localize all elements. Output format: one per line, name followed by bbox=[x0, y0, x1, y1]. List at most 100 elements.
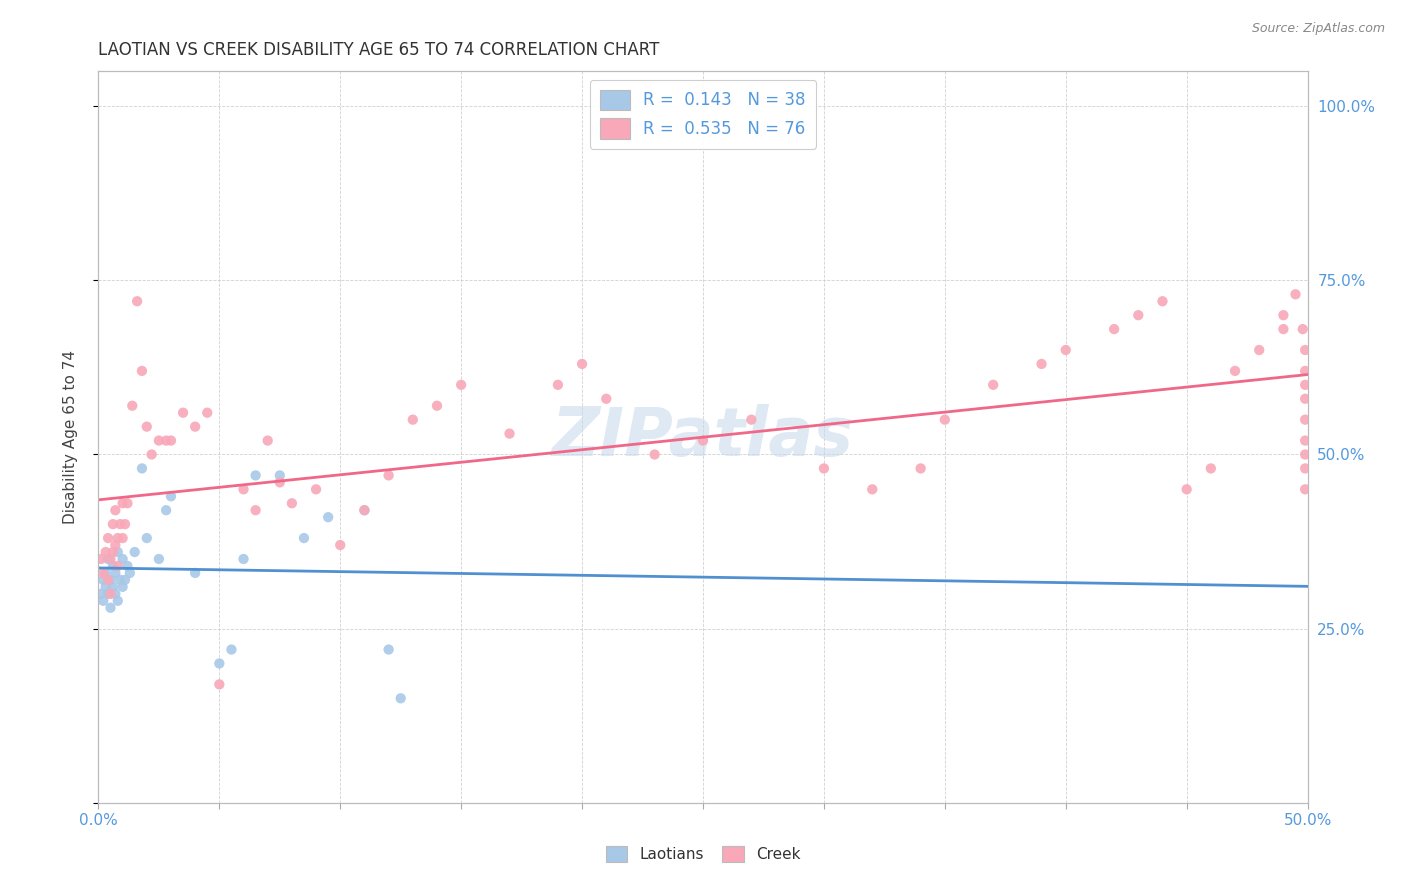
Point bbox=[245, 503, 267, 517]
Point bbox=[118, 566, 141, 580]
Point bbox=[97, 587, 120, 601]
Point bbox=[172, 406, 194, 420]
Text: LAOTIAN VS CREEK DISABILITY AGE 65 TO 74 CORRELATION CHART: LAOTIAN VS CREEK DISABILITY AGE 65 TO 74… bbox=[98, 41, 659, 59]
Point bbox=[101, 580, 124, 594]
Point bbox=[934, 412, 956, 426]
Legend: Laotians, Creek: Laotians, Creek bbox=[599, 839, 807, 868]
Point bbox=[97, 552, 120, 566]
Point bbox=[1128, 308, 1150, 322]
Point bbox=[160, 434, 183, 448]
Point bbox=[1199, 461, 1222, 475]
Point bbox=[1294, 434, 1316, 448]
Text: ZIPatlas: ZIPatlas bbox=[553, 404, 853, 470]
Point bbox=[107, 531, 129, 545]
Point bbox=[1294, 343, 1316, 357]
Point bbox=[1152, 294, 1174, 309]
Point bbox=[104, 538, 127, 552]
Point bbox=[1294, 392, 1316, 406]
Point bbox=[221, 642, 243, 657]
Point bbox=[571, 357, 593, 371]
Point bbox=[111, 496, 134, 510]
Y-axis label: Disability Age 65 to 74: Disability Age 65 to 74 bbox=[63, 350, 77, 524]
Point bbox=[1284, 287, 1306, 301]
Text: Source: ZipAtlas.com: Source: ZipAtlas.com bbox=[1251, 22, 1385, 36]
Point bbox=[1272, 322, 1295, 336]
Point bbox=[107, 545, 129, 559]
Point bbox=[117, 496, 139, 510]
Point bbox=[377, 642, 399, 657]
Point bbox=[101, 517, 124, 532]
Point bbox=[114, 517, 136, 532]
Point bbox=[184, 566, 207, 580]
Point bbox=[305, 483, 328, 497]
Point bbox=[1249, 343, 1271, 357]
Point bbox=[94, 566, 117, 580]
Point bbox=[740, 412, 762, 426]
Point bbox=[498, 426, 520, 441]
Point bbox=[148, 552, 170, 566]
Point bbox=[208, 657, 231, 671]
Point bbox=[107, 594, 129, 608]
Point bbox=[450, 377, 472, 392]
Point bbox=[155, 503, 177, 517]
Point bbox=[111, 552, 134, 566]
Point bbox=[860, 483, 883, 497]
Point bbox=[184, 419, 207, 434]
Point bbox=[1294, 412, 1316, 426]
Point bbox=[292, 531, 315, 545]
Point bbox=[101, 558, 124, 573]
Point bbox=[1294, 377, 1316, 392]
Point bbox=[117, 558, 139, 573]
Point bbox=[97, 531, 120, 545]
Point bbox=[981, 377, 1004, 392]
Point bbox=[353, 503, 375, 517]
Point bbox=[104, 503, 127, 517]
Point bbox=[121, 399, 143, 413]
Point bbox=[208, 677, 231, 691]
Point bbox=[269, 475, 291, 490]
Point bbox=[108, 517, 131, 532]
Point bbox=[94, 545, 117, 559]
Point bbox=[329, 538, 352, 552]
Point bbox=[1102, 322, 1125, 336]
Point bbox=[135, 419, 157, 434]
Point bbox=[91, 566, 114, 580]
Point bbox=[256, 434, 278, 448]
Point bbox=[91, 573, 114, 587]
Point bbox=[111, 580, 134, 594]
Point bbox=[131, 461, 153, 475]
Point bbox=[1223, 364, 1246, 378]
Point bbox=[124, 545, 146, 559]
Point bbox=[97, 573, 120, 587]
Point bbox=[1054, 343, 1077, 357]
Point bbox=[377, 468, 399, 483]
Point bbox=[692, 434, 714, 448]
Point bbox=[269, 468, 291, 483]
Point bbox=[195, 406, 218, 420]
Point bbox=[353, 503, 375, 517]
Point bbox=[148, 434, 170, 448]
Point bbox=[141, 448, 163, 462]
Point bbox=[402, 412, 425, 426]
Point bbox=[245, 468, 267, 483]
Point bbox=[1294, 483, 1316, 497]
Point bbox=[100, 600, 122, 615]
Point bbox=[155, 434, 177, 448]
Point bbox=[100, 587, 122, 601]
Point bbox=[281, 496, 304, 510]
Point bbox=[547, 377, 569, 392]
Point bbox=[910, 461, 932, 475]
Point bbox=[389, 691, 412, 706]
Point bbox=[1272, 308, 1295, 322]
Point bbox=[644, 448, 666, 462]
Point bbox=[108, 573, 131, 587]
Point bbox=[1294, 364, 1316, 378]
Point bbox=[90, 552, 112, 566]
Point bbox=[1294, 448, 1316, 462]
Point bbox=[232, 552, 254, 566]
Point bbox=[127, 294, 149, 309]
Point bbox=[1294, 461, 1316, 475]
Point bbox=[131, 364, 153, 378]
Point bbox=[104, 587, 127, 601]
Point bbox=[100, 552, 122, 566]
